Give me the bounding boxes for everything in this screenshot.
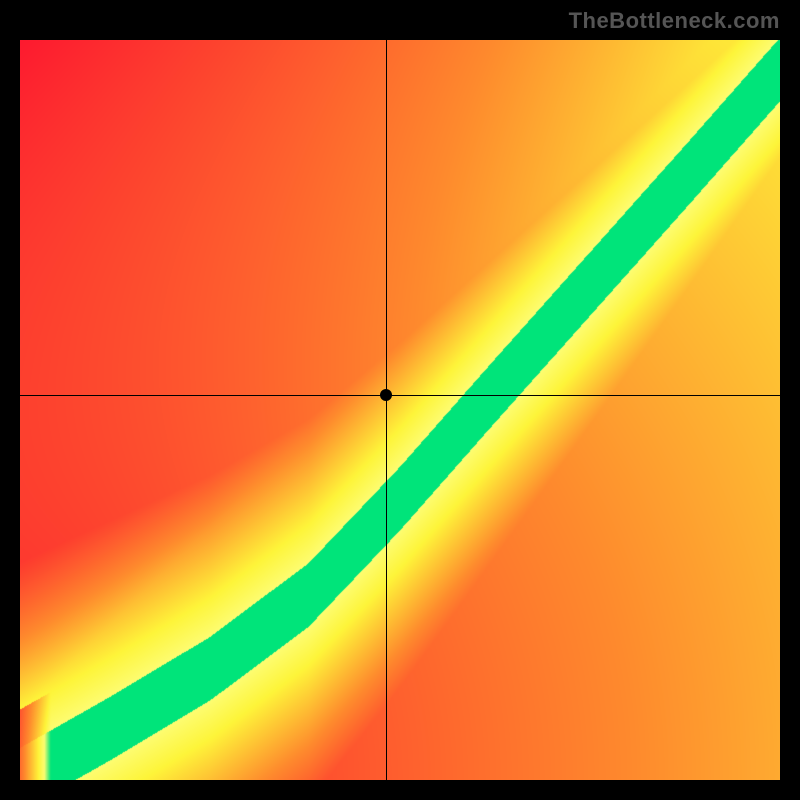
crosshair-marker-dot <box>380 389 392 401</box>
watermark-text: TheBottleneck.com <box>569 8 780 34</box>
crosshair-vertical-line <box>386 40 387 780</box>
heatmap-canvas <box>20 40 780 780</box>
plot-area <box>20 40 780 780</box>
chart-frame: TheBottleneck.com <box>0 0 800 800</box>
crosshair-horizontal-line <box>20 395 780 396</box>
